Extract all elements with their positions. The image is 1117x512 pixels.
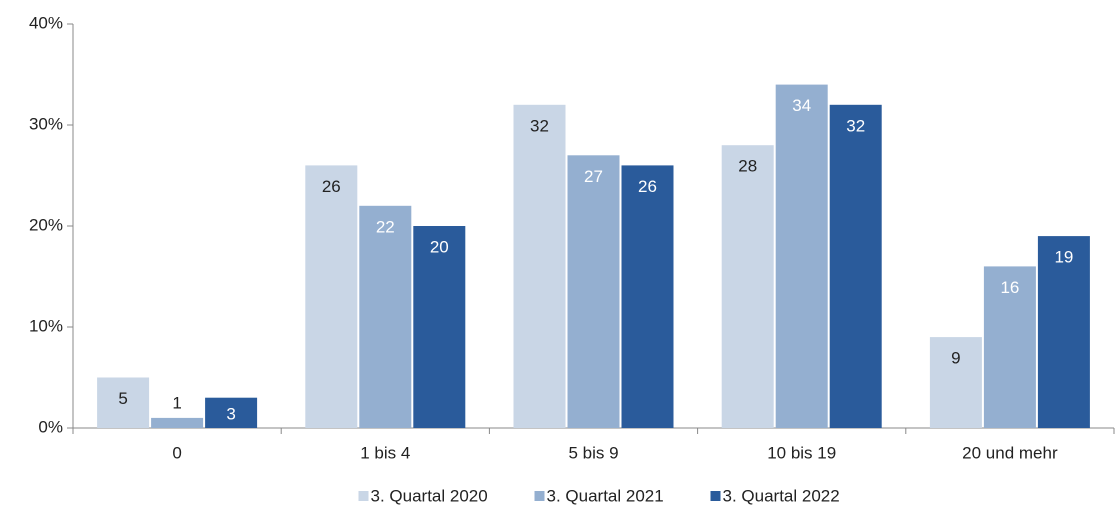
bar: [567, 155, 620, 429]
value-label: 1: [172, 393, 181, 412]
value-label: 27: [584, 167, 603, 186]
bar: [721, 145, 774, 428]
x-tick-label: 10 bis 19: [767, 443, 836, 462]
legend-swatch: [358, 491, 369, 501]
value-label: 26: [322, 177, 341, 196]
y-tick-label: 40%: [29, 13, 63, 32]
bar: [305, 165, 358, 428]
bar: [929, 337, 982, 428]
bar: [1037, 236, 1090, 428]
value-label: 28: [738, 157, 757, 176]
y-tick-label: 10%: [29, 316, 63, 335]
bar: [621, 165, 674, 428]
legend-swatch: [534, 491, 545, 501]
y-tick-label: 0%: [38, 417, 63, 436]
value-label: 32: [530, 116, 549, 135]
y-tick-label: 30%: [29, 114, 63, 133]
x-tick-label: 5 bis 9: [568, 443, 618, 462]
legend-label: 3. Quartal 2021: [547, 486, 664, 505]
bar: [983, 266, 1036, 428]
bar: [151, 417, 204, 428]
bar: [775, 84, 828, 428]
value-label: 20: [430, 237, 449, 256]
value-label: 9: [951, 349, 960, 368]
x-tick-label: 20 und mehr: [962, 443, 1058, 462]
y-tick-label: 20%: [29, 215, 63, 234]
bar: [413, 226, 466, 428]
x-tick-label: 0: [172, 443, 181, 462]
bar: [97, 377, 150, 428]
value-label: 16: [1000, 278, 1019, 297]
value-label: 19: [1054, 248, 1073, 267]
value-label: 26: [638, 177, 657, 196]
value-label: 32: [846, 116, 865, 135]
value-label: 34: [792, 96, 811, 115]
bar: [205, 397, 258, 428]
value-label: 3: [226, 404, 235, 423]
legend-swatch: [710, 491, 721, 501]
bar: [513, 104, 566, 429]
value-label: 5: [118, 389, 127, 408]
bar: [359, 205, 412, 428]
legend-label: 3. Quartal 2022: [723, 486, 840, 505]
legend-label: 3. Quartal 2020: [371, 486, 488, 505]
x-tick-label: 1 bis 4: [360, 443, 410, 462]
bar: [829, 104, 882, 429]
value-label: 22: [376, 217, 395, 236]
